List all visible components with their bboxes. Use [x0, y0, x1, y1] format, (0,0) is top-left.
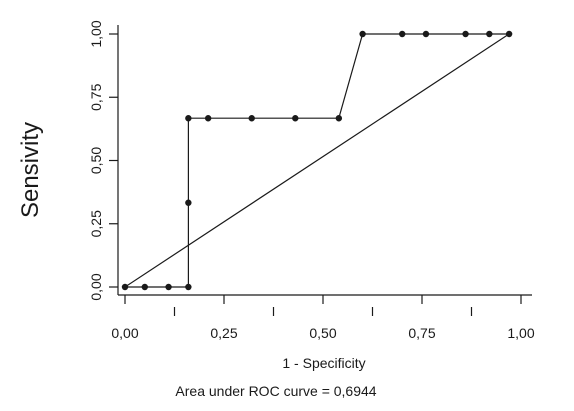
y-axis-title: Sensivity: [17, 122, 44, 218]
series-layer: [121, 30, 513, 291]
x-tick-label: 0,25: [210, 325, 237, 341]
roc-point: [185, 199, 192, 206]
roc-point: [399, 30, 406, 38]
y-tick-label: 0,25: [88, 210, 104, 237]
roc-point: [359, 30, 366, 38]
x-axis-title: 1 - Specificity: [282, 355, 365, 371]
roc-point: [165, 283, 172, 291]
reference-diagonal-line: [124, 33, 510, 288]
auc-annotation: Area under ROC curve = 0,6944: [175, 383, 376, 399]
x-tick-label: 0,75: [408, 325, 435, 341]
roc-curve-line: [125, 33, 510, 288]
roc-point: [204, 115, 212, 122]
y-tick-label: 1,00: [88, 20, 104, 47]
y-ticks: 0,00 0,25 0,50 0,75 1,00: [88, 20, 118, 301]
x-tick-label: 1,00: [507, 325, 534, 341]
roc-point: [185, 115, 192, 122]
roc-point: [422, 30, 430, 38]
roc-point: [141, 283, 148, 291]
roc-point: [486, 30, 493, 38]
x-tick-label: 0,50: [309, 325, 336, 341]
y-tick-label: 0,00: [88, 273, 104, 300]
y-tick-label: 0,50: [88, 147, 104, 174]
x-tick-label: 0,00: [111, 325, 138, 341]
roc-point: [292, 115, 299, 122]
roc-point: [248, 115, 255, 122]
y-tick-label: 0,75: [88, 83, 104, 110]
roc-point: [505, 30, 513, 38]
roc-point: [335, 115, 343, 122]
x-ticks: 0,00 0,25 0,50 0,75 1,00: [111, 295, 535, 341]
roc-point: [462, 30, 469, 38]
roc-point: [185, 283, 192, 291]
